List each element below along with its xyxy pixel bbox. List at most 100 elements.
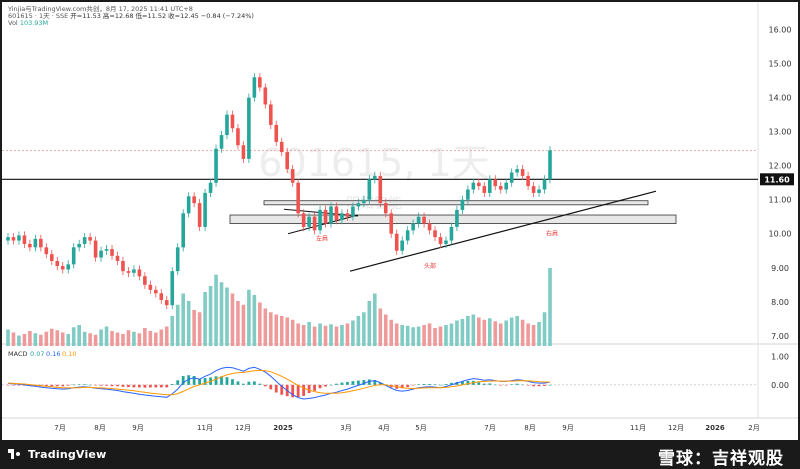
volume-bar <box>351 320 355 346</box>
pattern-annotation: 右肩 <box>546 229 558 237</box>
tradingview-logo[interactable]: TradingView <box>8 448 106 461</box>
time-tick-label: 2025 <box>273 424 293 432</box>
macd-histogram-bar <box>340 382 344 385</box>
macd-histogram-bar <box>258 383 262 385</box>
candle-body <box>66 264 71 270</box>
macd-histogram-bar <box>252 381 256 385</box>
volume-bar <box>154 332 158 346</box>
candle-body <box>6 237 10 241</box>
macd-histogram-bar <box>406 384 410 388</box>
candle-body <box>383 203 388 214</box>
macd-histogram-bar <box>548 384 552 386</box>
volume-bar <box>493 321 498 346</box>
candle-body <box>159 293 164 301</box>
macd-histogram-bar <box>378 382 382 385</box>
volume-bar <box>164 326 169 346</box>
volume-bar <box>323 325 328 346</box>
time-tick-label: 9月 <box>562 424 573 432</box>
candle-body <box>301 213 306 227</box>
chart-canvas: 601615, 1天明阳智能16.0015.0014.0013.0012.001… <box>2 2 798 432</box>
volume-bar <box>93 334 98 346</box>
candle-body <box>49 254 54 261</box>
volume-bar <box>477 317 481 346</box>
volume-bar <box>208 286 213 346</box>
macd-histogram-bar <box>367 379 371 385</box>
macd-histogram-bar <box>461 381 464 385</box>
candle-body <box>33 238 38 248</box>
macd-histogram-bar <box>274 384 278 393</box>
macd-histogram-bar <box>44 384 48 387</box>
volume-bar <box>498 323 503 346</box>
macd-histogram-bar <box>526 384 530 386</box>
volume-bar <box>279 316 284 346</box>
macd-histogram-bar <box>83 384 87 385</box>
volume-bar <box>186 301 191 346</box>
candle-body <box>329 206 333 224</box>
macd-histogram-bar <box>477 382 481 385</box>
candle-body <box>285 152 290 170</box>
candle-body <box>323 209 328 224</box>
volume-bar <box>548 268 552 346</box>
candle-body <box>487 179 492 193</box>
volume-bar <box>340 325 344 346</box>
volume-bar <box>258 302 262 346</box>
candle-body <box>318 209 322 231</box>
volume-bar <box>28 331 32 346</box>
volume-bar <box>422 325 426 346</box>
candle-body <box>137 269 142 277</box>
candle-body <box>99 250 103 258</box>
volume-bar <box>126 330 131 346</box>
macd-histogram-bar <box>269 384 273 390</box>
candle-body <box>44 247 49 255</box>
time-tick-label: 2026 <box>705 424 725 432</box>
macd-histogram-bar <box>192 376 196 385</box>
macd-histogram-bar <box>72 384 76 386</box>
candle-body <box>219 135 224 149</box>
candle-body <box>498 186 503 190</box>
time-tick-label: 2月 <box>748 424 759 432</box>
candle-body <box>154 289 158 294</box>
volume-bar <box>389 319 394 346</box>
candle-body <box>405 230 410 241</box>
macd-histogram-bar <box>482 383 486 385</box>
candle-body <box>394 233 399 251</box>
candle-body <box>438 237 443 244</box>
volume-bar <box>241 304 246 346</box>
volume-bar <box>49 328 54 346</box>
candle-body <box>170 271 175 306</box>
volume-bar <box>6 329 10 346</box>
macd-histogram-bar <box>214 376 218 385</box>
macd-legend: MACD <box>8 350 27 358</box>
candle-body <box>400 240 404 251</box>
symbol-line: 601615 · 1天 · SSE <box>8 12 69 20</box>
macd-histogram-bar <box>428 383 431 385</box>
time-tick-label: 12月 <box>668 424 684 432</box>
volume-bar <box>307 322 311 346</box>
macd-histogram-bar <box>77 384 81 385</box>
candle-body <box>444 240 448 244</box>
volume-bar <box>515 316 519 346</box>
macd-histogram-bar <box>433 384 437 385</box>
macd-histogram-bar <box>543 384 546 386</box>
time-tick-label: 11月 <box>630 424 646 432</box>
candle-body <box>542 179 547 190</box>
volume-bar <box>411 327 415 346</box>
ohlc-readout: 开=11.53 高=12.68 低=11.52 收=12.45 −0.84 (−… <box>70 12 254 20</box>
candle-body <box>312 216 317 231</box>
macd-histogram-bar <box>110 384 114 387</box>
volume-bar <box>509 317 514 346</box>
macd-histogram-bar <box>324 384 327 387</box>
candle-body <box>164 300 169 306</box>
volume-bar <box>438 326 443 346</box>
volume-bar <box>274 314 279 346</box>
macd-histogram-bar <box>12 384 15 386</box>
volume-bar <box>203 292 207 346</box>
candle-body <box>422 216 426 224</box>
volume-bar <box>427 323 432 346</box>
macd-histogram-bar <box>532 384 535 387</box>
volume-bar <box>88 333 92 346</box>
candle-body <box>247 97 251 159</box>
volume-bar <box>334 326 339 346</box>
macd-histogram-bar <box>55 384 59 387</box>
footer-bar: TradingView 雪球：吉祥观股 <box>0 440 800 469</box>
